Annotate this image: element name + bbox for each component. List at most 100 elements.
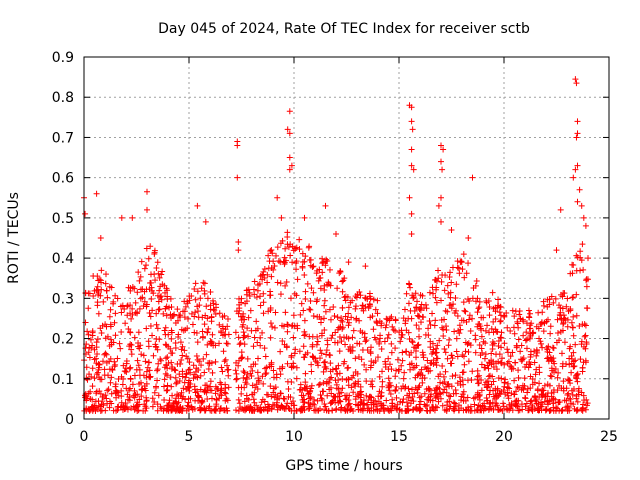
roti-point: [355, 406, 362, 413]
roti-point: [235, 247, 242, 254]
roti-point: [574, 370, 581, 377]
roti-point: [162, 370, 169, 377]
roti-point: [135, 269, 142, 276]
roti-point: [500, 400, 507, 407]
roti-point: [564, 403, 571, 410]
roti-point: [277, 259, 284, 266]
roti-point: [319, 388, 326, 395]
roti-point: [128, 351, 135, 358]
roti-point: [499, 355, 506, 362]
roti-point: [320, 379, 327, 386]
roti-point: [374, 310, 381, 317]
roti-point: [320, 258, 327, 265]
roti-point: [408, 315, 415, 322]
roti-point: [533, 366, 540, 373]
roti-point: [388, 407, 395, 414]
roti-point: [263, 370, 270, 377]
roti-point: [405, 385, 412, 392]
roti-point: [548, 390, 555, 397]
roti-point: [306, 243, 313, 250]
roti-point: [531, 359, 538, 366]
roti-point: [261, 398, 268, 405]
roti-point: [442, 272, 449, 279]
roti-point: [436, 337, 443, 344]
roti-point: [536, 380, 543, 387]
roti-point: [410, 295, 417, 302]
roti-point: [453, 348, 460, 355]
roti-point: [363, 378, 370, 385]
roti-point: [82, 319, 89, 326]
roti-point: [453, 335, 460, 342]
roti-point: [241, 341, 248, 348]
roti-point: [317, 347, 324, 354]
roti-point: [540, 302, 547, 309]
roti-point: [224, 397, 231, 404]
roti-point: [213, 301, 220, 308]
roti-point: [392, 388, 399, 394]
roti-point: [197, 295, 204, 302]
roti-point: [144, 188, 150, 195]
roti-point: [538, 394, 545, 401]
roti-point: [267, 334, 274, 341]
roti-point: [193, 353, 200, 360]
roti-point: [409, 292, 416, 299]
roti-point: [163, 342, 170, 349]
roti-point: [250, 396, 257, 403]
roti-point: [379, 383, 386, 390]
roti-point: [516, 311, 523, 318]
roti-point: [378, 345, 385, 352]
roti-point: [529, 330, 536, 337]
roti-point: [449, 373, 456, 380]
roti-point: [143, 262, 150, 269]
roti-point: [396, 366, 403, 373]
roti-point: [437, 379, 444, 386]
roti-point: [301, 332, 308, 339]
roti-point: [153, 344, 160, 351]
roti-point: [164, 293, 171, 300]
roti-point: [306, 306, 313, 313]
roti-point: [487, 399, 494, 406]
roti-point: [553, 339, 560, 346]
roti-point: [140, 352, 147, 359]
roti-point: [199, 398, 206, 405]
roti-point: [435, 202, 442, 209]
roti-point: [269, 323, 276, 330]
roti-point: [406, 361, 413, 368]
roti-point: [298, 300, 305, 307]
roti-point: [85, 349, 92, 356]
roti-point: [544, 381, 551, 388]
roti-point: [322, 262, 329, 269]
roti-point: [157, 403, 164, 410]
roti-point: [403, 399, 410, 406]
roti-point: [579, 241, 586, 248]
roti-point: [580, 401, 587, 408]
roti-point: [378, 322, 385, 329]
roti-point: [361, 361, 368, 368]
roti-point: [147, 313, 154, 320]
roti-point: [181, 314, 188, 321]
roti-point: [384, 334, 391, 341]
roti-point: [259, 329, 266, 336]
roti-point: [523, 329, 530, 336]
roti-point: [182, 396, 189, 403]
roti-point: [286, 130, 293, 137]
roti-point: [493, 328, 500, 335]
roti-point: [100, 402, 107, 409]
roti-point: [154, 325, 161, 332]
roti-point: [157, 283, 164, 290]
roti-point: [194, 339, 201, 346]
roti-point: [522, 394, 529, 401]
roti-point: [201, 287, 208, 294]
roti-point: [452, 386, 459, 393]
roti-point: [432, 294, 439, 301]
roti-point: [413, 322, 420, 329]
roti-point: [401, 369, 408, 376]
roti-point: [470, 395, 477, 402]
roti-point: [476, 341, 483, 348]
roti-point: [310, 263, 317, 270]
roti-point: [114, 389, 121, 396]
roti-point: [253, 294, 260, 301]
roti-point: [138, 379, 145, 386]
roti-point: [120, 362, 127, 369]
data-points: [81, 76, 591, 414]
